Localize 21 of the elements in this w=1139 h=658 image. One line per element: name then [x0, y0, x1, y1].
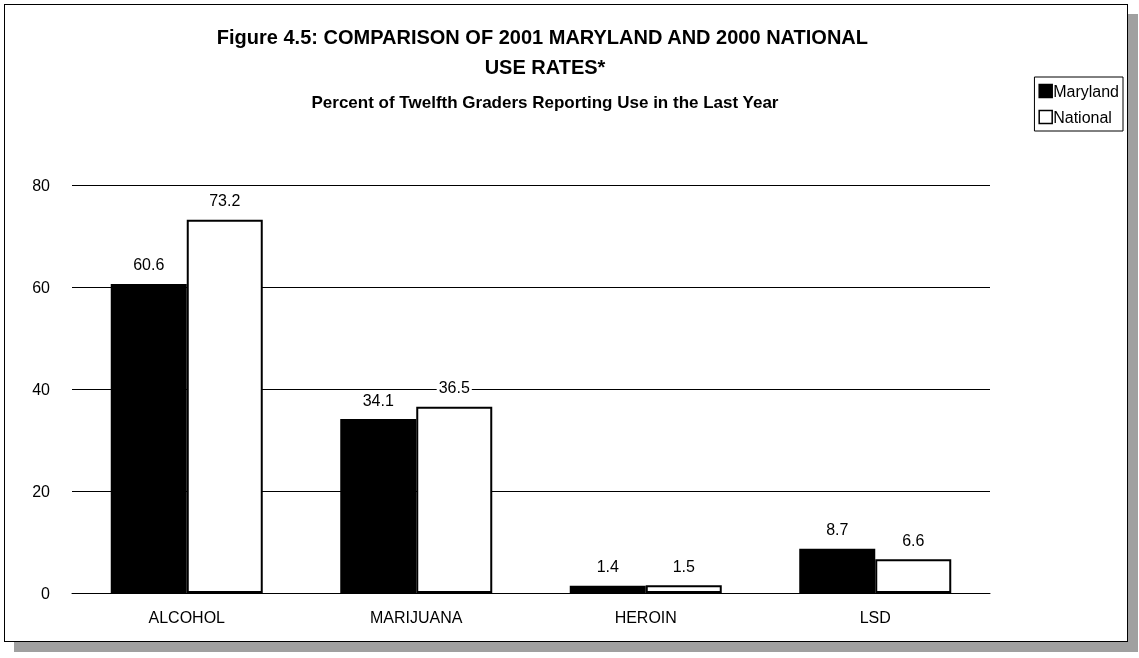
- data-label: 8.7: [826, 521, 849, 539]
- x-tick-label: LSD: [859, 608, 891, 626]
- y-tick-label: 60: [32, 278, 51, 296]
- x-tick-label: MARIJUANA: [370, 608, 463, 626]
- y-tick-label: 0: [41, 584, 51, 602]
- x-tick-label: ALCOHOL: [148, 608, 226, 626]
- data-label: 1.4: [596, 558, 619, 576]
- legend-label: Maryland: [1053, 82, 1120, 100]
- y-tick-label: 40: [32, 380, 51, 398]
- data-label: 60.6: [133, 256, 165, 274]
- y-tick-label: 80: [32, 176, 51, 194]
- legend-label: National: [1053, 108, 1112, 126]
- chart-subtitle: Percent of Twelfth Graders Reporting Use in the Last Year: [311, 93, 779, 112]
- chart-title: Figure 4.5: COMPARISON OF 2001 MARYLAND AND 2000 NATIONAL USE RATES*: [216, 26, 874, 78]
- data-label: 36.5: [438, 379, 470, 397]
- data-label: 34.1: [362, 391, 394, 409]
- x-tick-label: HEROIN: [614, 608, 677, 626]
- y-tick-label: 20: [32, 482, 51, 500]
- data-label: 1.5: [672, 557, 695, 575]
- data-label: 73.2: [209, 192, 241, 210]
- data-label: 6.6: [902, 531, 925, 549]
